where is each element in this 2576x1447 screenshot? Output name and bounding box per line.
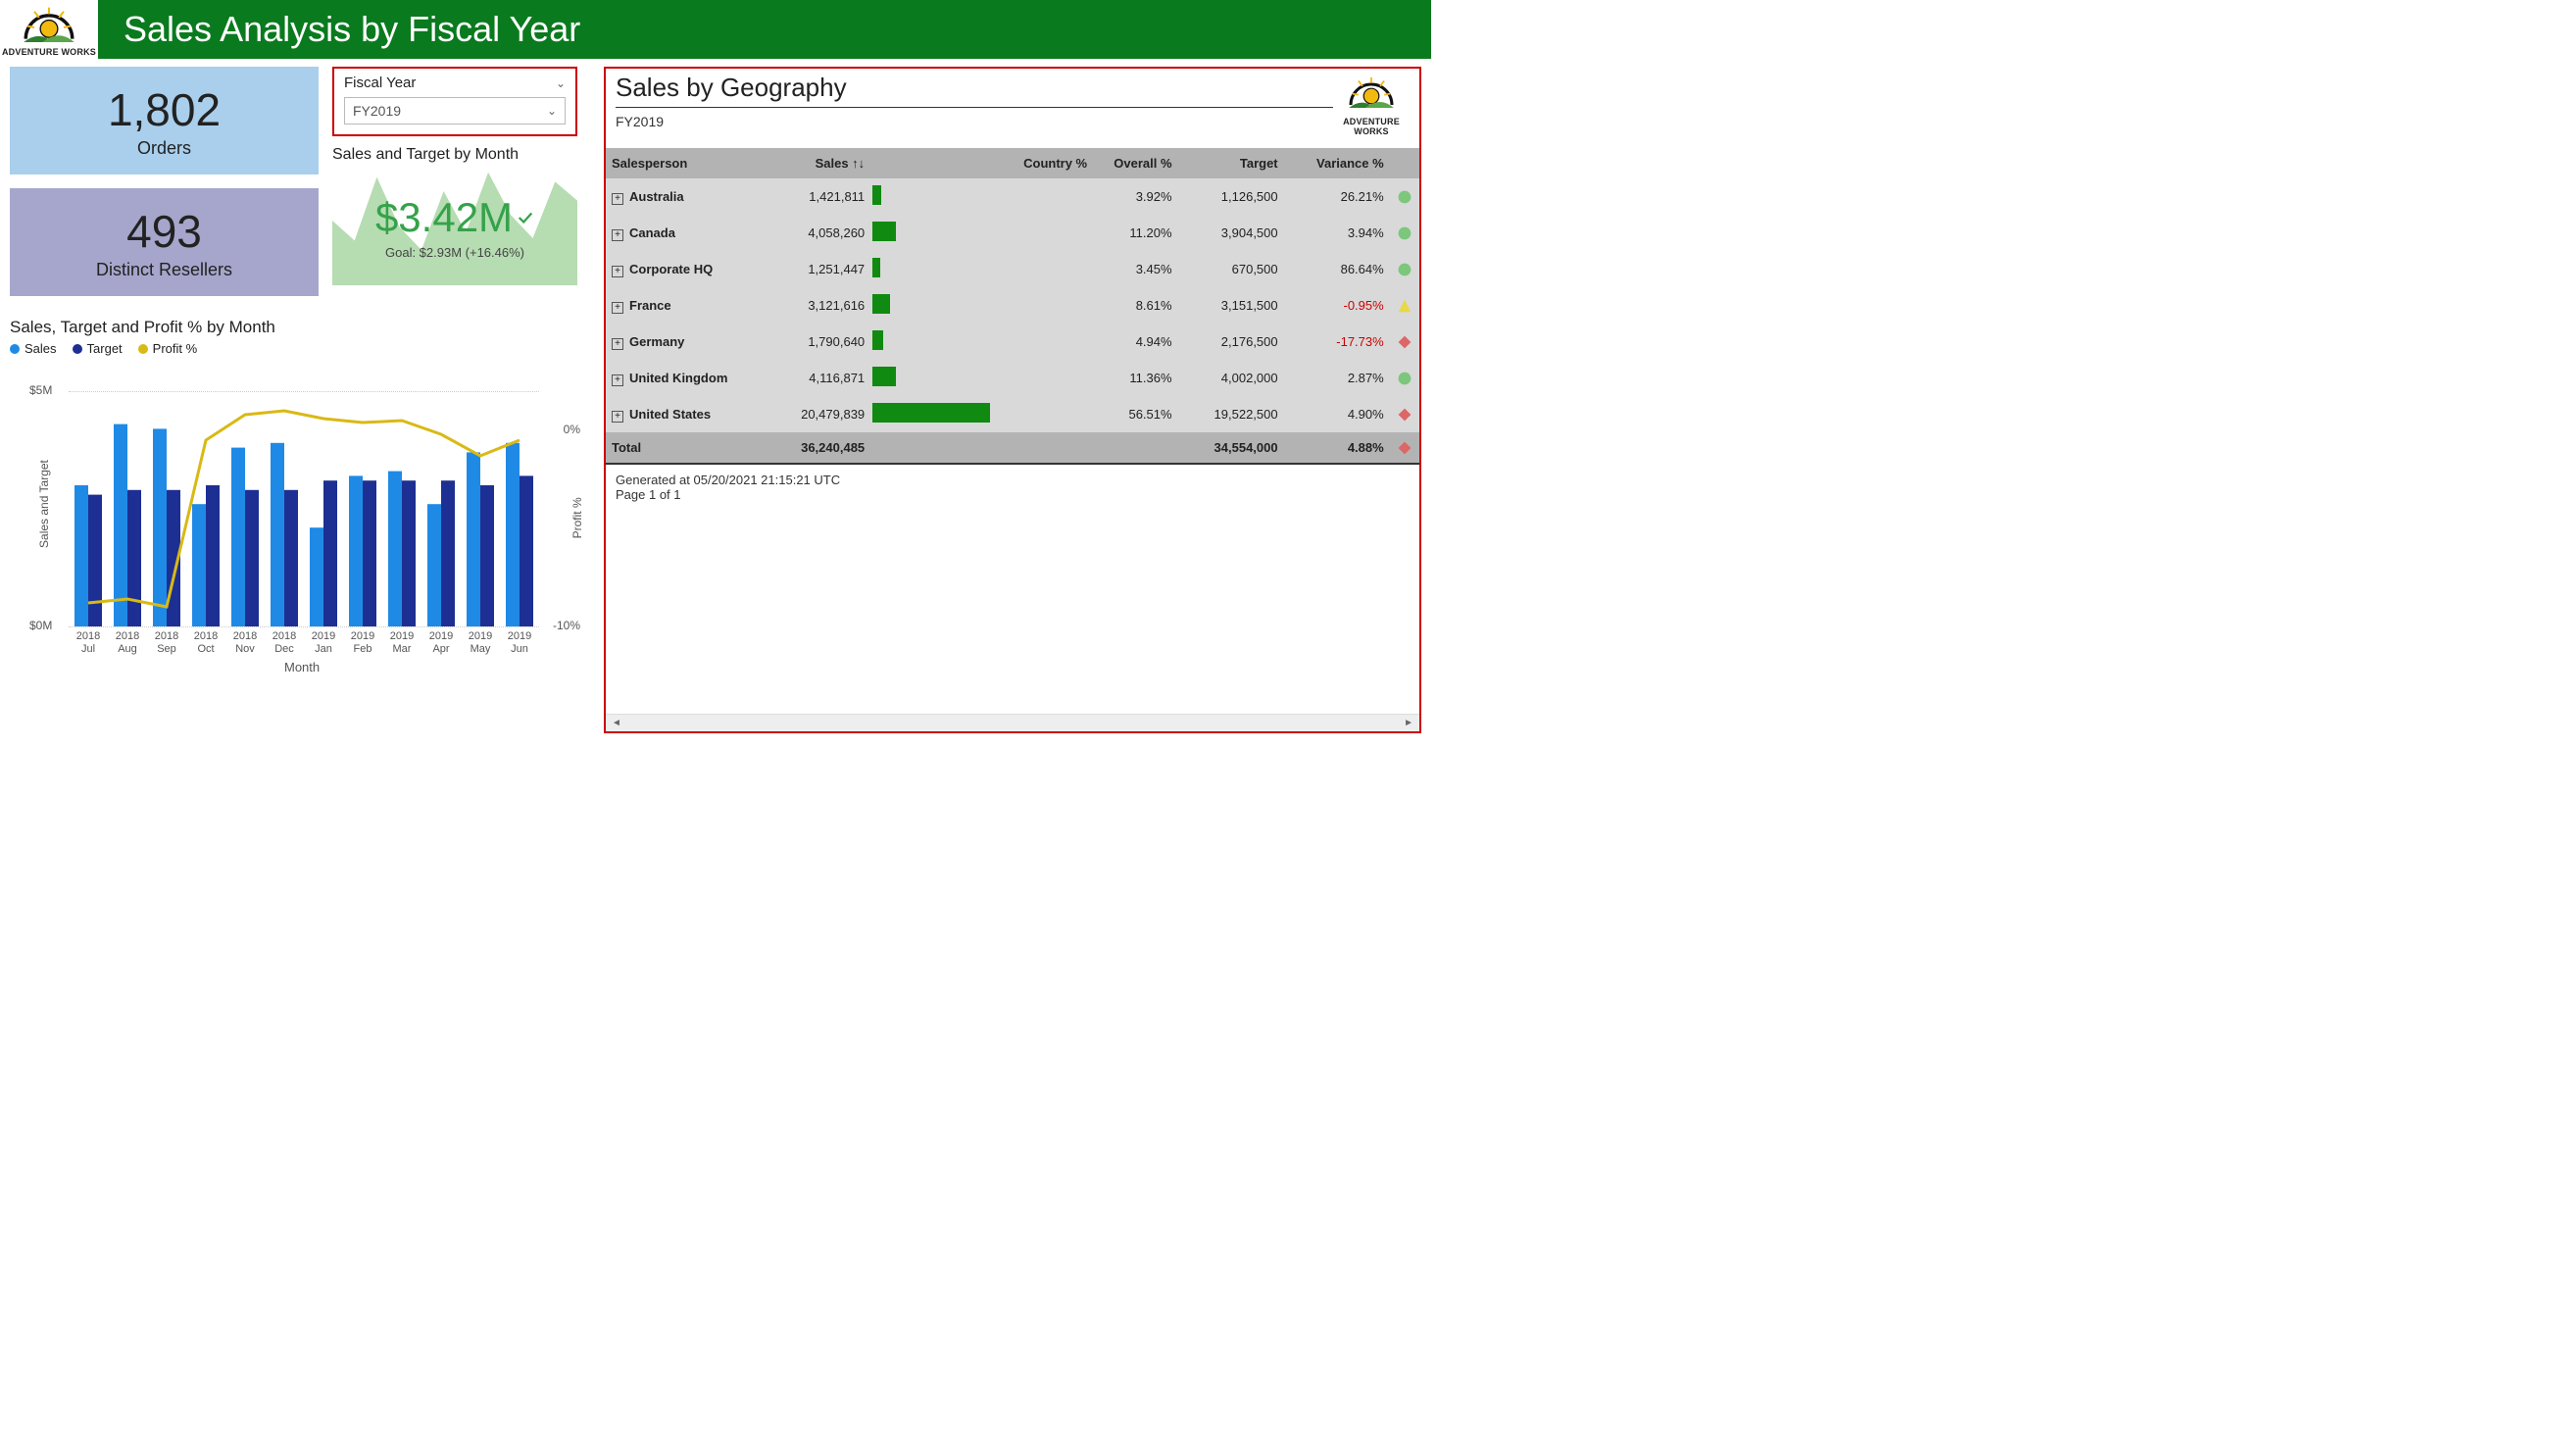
scroll-left-icon[interactable]: ◄ [608, 718, 625, 728]
brand-name: ADVENTURE WORKS [2, 47, 96, 57]
table-column-header[interactable] [870, 148, 1008, 178]
main-content: 1,802 Orders 493 Distinct Resellers Fisc… [0, 59, 1431, 741]
sales-target-kpi-goal: Goal: $2.93M (+16.46%) [385, 245, 524, 260]
geo-title: Sales by Geography [616, 73, 1333, 108]
adventureworks-logo-icon [16, 2, 82, 49]
adventureworks-logo-icon [1342, 73, 1401, 114]
right-column: Sales by Geography FY2019 [604, 67, 1421, 733]
slicer-title: Fiscal Year [344, 75, 416, 91]
kpi-orders-value: 1,802 [108, 83, 221, 136]
legend-target[interactable]: Target [73, 341, 123, 356]
legend-profit[interactable]: Profit % [138, 341, 198, 356]
table-column-header[interactable]: Overall % [1093, 148, 1177, 178]
table-row[interactable]: +France3,121,6168.61%3,151,500-0.95% [606, 287, 1419, 324]
fiscal-year-slicer[interactable]: Fiscal Year ⌄ FY2019 ⌄ [332, 67, 577, 136]
table-column-header[interactable]: Target [1178, 148, 1284, 178]
geo-panel-logo: ADVENTURE WORKS [1333, 73, 1410, 136]
combo-chart-legend: Sales Target Profit % [10, 341, 588, 356]
expand-icon[interactable]: + [612, 374, 623, 386]
table-column-header[interactable] [1390, 148, 1419, 178]
sales-target-kpi-title: Sales and Target by Month [332, 146, 577, 164]
table-total-row: Total36,240,48534,554,0004.88% [606, 432, 1419, 463]
scroll-right-icon[interactable]: ► [1400, 718, 1417, 728]
left-column: 1,802 Orders 493 Distinct Resellers Fisc… [10, 67, 588, 733]
expand-icon[interactable]: + [612, 266, 623, 277]
chevron-down-icon[interactable]: ⌄ [556, 76, 566, 90]
table-row[interactable]: +Australia1,421,8113.92%1,126,50026.21% [606, 178, 1419, 215]
geo-subtitle: FY2019 [616, 114, 1333, 129]
kpi-orders-label: Orders [137, 138, 191, 159]
kpi-resellers-card[interactable]: 493 Distinct Resellers [10, 188, 319, 296]
page-title: Sales Analysis by Fiscal Year [98, 0, 1431, 59]
table-column-header[interactable]: Country % [1009, 148, 1093, 178]
kpi-resellers-value: 493 [126, 205, 202, 258]
table-column-header[interactable]: Variance % [1284, 148, 1390, 178]
generated-timestamp: Generated at 05/20/2021 21:15:21 UTC [616, 473, 1410, 487]
horizontal-scrollbar[interactable]: ◄ ► [606, 714, 1419, 731]
kpi-orders-card[interactable]: 1,802 Orders [10, 67, 319, 175]
geo-footer: Generated at 05/20/2021 21:15:21 UTC Pag… [606, 463, 1419, 510]
table-row[interactable]: +Corporate HQ1,251,4473.45%670,50086.64% [606, 251, 1419, 287]
slicer-and-kpi-column: Fiscal Year ⌄ FY2019 ⌄ Sales and Target … [332, 67, 577, 285]
combo-chart-title: Sales, Target and Profit % by Month [10, 318, 588, 337]
geography-table[interactable]: SalespersonSales ↑↓ Country %Overall %Tar… [606, 148, 1419, 463]
table-row[interactable]: +United States20,479,83956.51%19,522,500… [606, 396, 1419, 432]
legend-sales[interactable]: Sales [10, 341, 57, 356]
table-header-row: SalespersonSales ↑↓ Country %Overall %Tar… [606, 148, 1419, 178]
sales-target-kpi[interactable]: Sales and Target by Month $3.42M Goal: $… [332, 146, 577, 285]
kpi-resellers-label: Distinct Resellers [96, 260, 232, 280]
slicer-selected-value: FY2019 [353, 103, 401, 119]
table-row[interactable]: +Germany1,790,6404.94%2,176,500-17.73% [606, 324, 1419, 360]
expand-icon[interactable]: + [612, 338, 623, 350]
checkmark-icon [517, 209, 534, 226]
expand-icon[interactable]: + [612, 302, 623, 314]
table-row[interactable]: +Canada4,058,26011.20%3,904,5003.94% [606, 215, 1419, 251]
table-column-header[interactable]: Sales ↑↓ [765, 148, 870, 178]
sales-target-kpi-value: $3.42M [375, 194, 534, 241]
kpi-row: 1,802 Orders 493 Distinct Resellers Fisc… [10, 67, 588, 296]
table-row[interactable]: +United Kingdom4,116,87111.36%4,002,0002… [606, 360, 1419, 396]
slicer-dropdown[interactable]: FY2019 ⌄ [344, 97, 566, 125]
sales-by-geography-panel: Sales by Geography FY2019 [604, 67, 1421, 733]
expand-icon[interactable]: + [612, 229, 623, 241]
combo-chart[interactable]: Sales and Target Profit % $0M$5M-10%0%20… [10, 362, 588, 685]
expand-icon[interactable]: + [612, 411, 623, 423]
chevron-down-icon[interactable]: ⌄ [547, 104, 557, 118]
table-column-header[interactable]: Salesperson [606, 148, 765, 178]
kpi-stack: 1,802 Orders 493 Distinct Resellers [10, 67, 319, 296]
expand-icon[interactable]: + [612, 193, 623, 205]
page-indicator: Page 1 of 1 [616, 487, 1410, 502]
brand-logo: ADVENTURE WORKS [0, 2, 98, 57]
header: ADVENTURE WORKS Sales Analysis by Fiscal… [0, 0, 1431, 59]
